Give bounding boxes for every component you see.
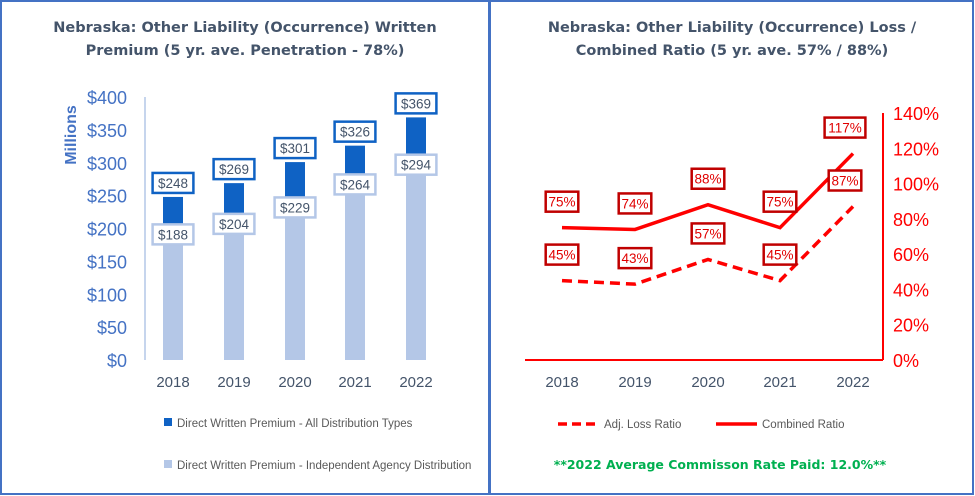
y-tick-label: $400 bbox=[87, 88, 127, 108]
data-label-combined-2021: 75% bbox=[766, 195, 793, 210]
y-tick-label: $250 bbox=[87, 187, 127, 207]
x-tick-label: 2019 bbox=[217, 374, 250, 391]
legend-label-agency: Direct Written Premium - Independent Age… bbox=[177, 460, 471, 472]
data-label-combined-2022: 117% bbox=[828, 121, 862, 136]
line-combined bbox=[561, 152, 855, 232]
data-label-agency-2022: $294 bbox=[401, 158, 432, 173]
x-tick-label: 2021 bbox=[338, 374, 371, 391]
data-label-all-2020-box bbox=[273, 136, 317, 160]
y-tick-label: 60% bbox=[893, 245, 929, 265]
data-label-loss-2021-box bbox=[762, 243, 798, 266]
data-label-all-2019: $269 bbox=[219, 162, 249, 177]
bar-agency-2020 bbox=[285, 209, 305, 360]
y-tick-label: $0 bbox=[107, 351, 127, 371]
data-label-combined-2020-box bbox=[690, 167, 726, 190]
data-label-combined-2022-box bbox=[823, 116, 867, 139]
data-label-combined-2021-box bbox=[762, 190, 798, 213]
x-tick-label: 2019 bbox=[618, 374, 651, 391]
premium-chart: Nebraska: Other Liability (Occurrence) W… bbox=[53, 20, 471, 472]
data-label-all-2018: $248 bbox=[158, 176, 188, 191]
legend-label-all: Direct Written Premium - All Distributio… bbox=[177, 418, 413, 430]
data-label-agency-2018-box bbox=[151, 223, 195, 246]
data-label-combined-2019-box bbox=[617, 192, 653, 215]
ratio-chart-title-line2: Combined Ratio (5 yr. ave. 57% / 88%) bbox=[576, 43, 888, 59]
y-tick-label: 40% bbox=[893, 280, 929, 300]
premium-chart-title-line2: Premium (5 yr. ave. Penetration - 78%) bbox=[86, 43, 405, 59]
line-loss bbox=[561, 205, 855, 286]
data-label-combined-2020: 88% bbox=[694, 172, 721, 187]
commission-note: **2022 Average Commisson Rate Paid: 12.0… bbox=[554, 457, 887, 472]
y-tick-label: $100 bbox=[87, 285, 127, 305]
data-label-all-2021: $326 bbox=[340, 125, 370, 140]
data-label-loss-2022: 87% bbox=[831, 174, 858, 189]
bar-agency-2018 bbox=[163, 236, 183, 360]
data-label-agency-2022-box bbox=[394, 153, 438, 176]
y-axis-label: Millions bbox=[63, 105, 80, 165]
data-label-loss-2020-box bbox=[690, 222, 726, 245]
data-label-loss-2020: 57% bbox=[694, 226, 721, 241]
data-label-agency-2021: $264 bbox=[340, 177, 371, 192]
data-label-all-2022: $369 bbox=[401, 96, 431, 111]
data-label-all-2022-box bbox=[394, 92, 438, 115]
y-tick-label: $50 bbox=[97, 318, 127, 338]
x-tick-label: 2018 bbox=[545, 374, 578, 391]
data-label-loss-2022-box bbox=[827, 169, 863, 192]
data-label-all-2020: $301 bbox=[280, 141, 310, 156]
x-tick-label: 2020 bbox=[691, 374, 724, 391]
data-label-agency-2020: $229 bbox=[280, 200, 310, 215]
premium-chart-title-line1: Nebraska: Other Liability (Occurrence) W… bbox=[53, 20, 436, 36]
data-label-agency-2021-box bbox=[333, 173, 377, 196]
x-tick-label: 2022 bbox=[836, 374, 869, 391]
x-tick-label: 2020 bbox=[278, 374, 311, 391]
data-label-combined-2018-box bbox=[544, 190, 580, 213]
y-tick-label: 100% bbox=[893, 175, 939, 195]
data-label-loss-2018-box bbox=[544, 243, 580, 266]
data-label-combined-2019: 74% bbox=[621, 196, 648, 211]
right-panel-border bbox=[489, 0, 974, 495]
bar-agency-2021 bbox=[345, 186, 365, 360]
y-tick-label: 20% bbox=[893, 316, 929, 336]
x-tick-label: 2021 bbox=[763, 374, 796, 391]
data-label-loss-2018: 45% bbox=[548, 248, 575, 263]
data-label-all-2018-box bbox=[151, 171, 195, 195]
ratio-chart-title-line1: Nebraska: Other Liability (Occurrence) L… bbox=[548, 20, 917, 36]
legend-label-combined: Combined Ratio bbox=[762, 419, 844, 431]
data-label-agency-2018: $188 bbox=[158, 227, 188, 242]
y-tick-label: 140% bbox=[893, 104, 939, 124]
data-label-loss-2021: 45% bbox=[766, 248, 793, 263]
data-label-loss-2019: 43% bbox=[621, 251, 648, 266]
data-label-loss-2019-box bbox=[617, 246, 653, 270]
data-label-all-2019-box bbox=[212, 157, 256, 181]
bar-agency-2022 bbox=[406, 166, 426, 360]
data-label-agency-2019: $204 bbox=[219, 217, 250, 232]
data-label-agency-2020-box bbox=[273, 196, 317, 219]
x-tick-label: 2022 bbox=[399, 374, 432, 391]
data-label-combined-2018: 75% bbox=[548, 195, 575, 210]
y-tick-label: 80% bbox=[893, 210, 929, 230]
y-tick-label: 120% bbox=[893, 139, 939, 159]
y-tick-label: $150 bbox=[87, 252, 127, 272]
x-tick-label: 2018 bbox=[156, 374, 189, 391]
y-tick-label: $300 bbox=[87, 154, 127, 174]
legend-label-loss: Adj. Loss Ratio bbox=[604, 419, 681, 431]
y-tick-label: 0% bbox=[893, 351, 919, 371]
legend-swatch-agency bbox=[164, 460, 172, 468]
y-tick-label: $350 bbox=[87, 121, 127, 141]
data-label-agency-2019-box bbox=[212, 212, 256, 236]
data-label-all-2021-box bbox=[333, 120, 377, 143]
y-tick-label: $200 bbox=[87, 220, 127, 240]
bar-agency-2019 bbox=[224, 225, 244, 360]
ratio-chart: Nebraska: Other Liability (Occurrence) L… bbox=[525, 20, 939, 472]
legend-swatch-all bbox=[164, 418, 172, 426]
